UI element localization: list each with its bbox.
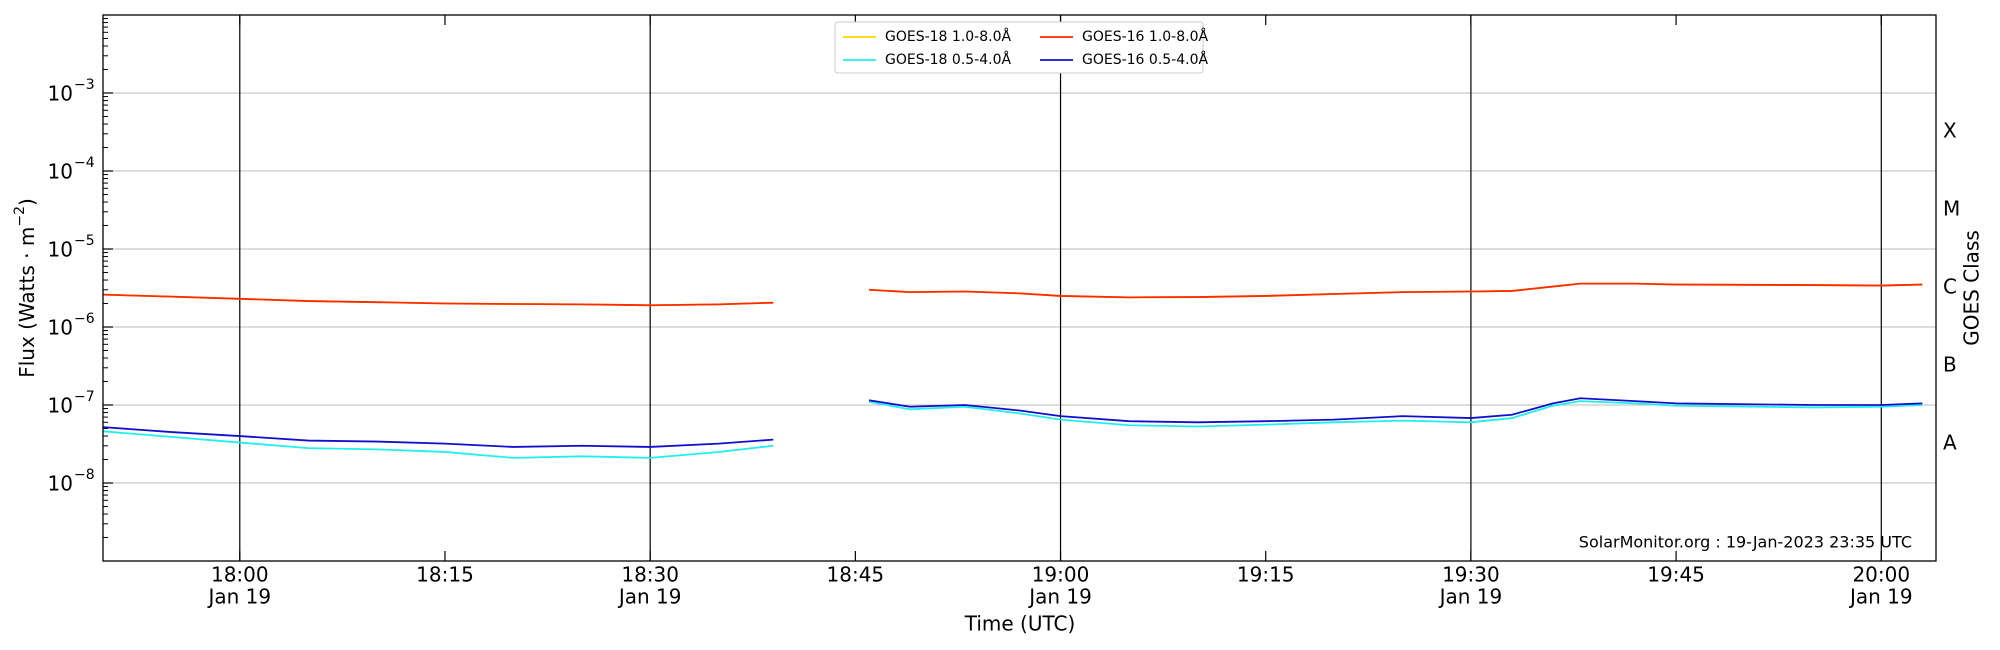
- x-tick-label: 19:30: [1442, 563, 1500, 587]
- plot-area: [103, 15, 1936, 561]
- x-tick-label: 18:30: [621, 563, 679, 587]
- y-tick-label: 10: [48, 316, 73, 340]
- x-tick-label: 19:15: [1237, 563, 1295, 587]
- x-tick-label: 19:00: [1032, 563, 1090, 587]
- series-line: [102, 400, 1923, 459]
- y-tick-exponent: −5: [74, 233, 95, 249]
- x-tick-label: 18:15: [416, 563, 474, 587]
- x-axis-title: Time (UTC): [964, 612, 1076, 636]
- legend-box: [834, 21, 1204, 74]
- x-tick-label: 20:00: [1852, 563, 1910, 587]
- legend-label: GOES-18 0.5-4.0Å: [885, 51, 1011, 68]
- x-tick-label: 19:45: [1647, 563, 1705, 587]
- y-axis-title-exponent: −2: [12, 206, 28, 227]
- x-tick-date: Jan 19: [1027, 585, 1092, 609]
- y-axis-title-text: Flux (Watts · m: [15, 227, 39, 378]
- x-tick-label: 18:00: [211, 563, 269, 587]
- legend-label: GOES-16 0.5-4.0Å: [1082, 51, 1208, 68]
- y-tick-exponent: −4: [74, 155, 95, 171]
- y2-tick-label: C: [1943, 275, 1957, 299]
- x-tick-date: Jan 19: [1848, 585, 1913, 609]
- series-line: [102, 282, 1923, 307]
- y-axis-title-end: ): [15, 198, 39, 206]
- annotation: SolarMonitor.org : 19-Jan-2023 23:35 UTC: [1579, 533, 1912, 552]
- y-tick-label: 10: [48, 82, 73, 106]
- y-tick-exponent: −8: [74, 467, 95, 483]
- y-tick-label: 10: [48, 238, 73, 262]
- y2-tick-label: X: [1943, 119, 1957, 143]
- x-tick-date: Jan 19: [206, 585, 271, 609]
- y2-tick-label: A: [1943, 431, 1957, 455]
- y-tick-label: 10: [48, 160, 73, 184]
- y-tick-exponent: −3: [74, 77, 95, 93]
- y2-tick-label: B: [1943, 353, 1957, 377]
- y-tick-exponent: −7: [74, 389, 95, 405]
- y-tick-label: 10: [48, 394, 73, 418]
- series-line: [102, 397, 1923, 448]
- x-tick-date: Jan 19: [1438, 585, 1503, 609]
- y-tick-label: 10: [48, 472, 73, 496]
- x-tick-label: 18:45: [827, 563, 885, 587]
- y2-tick-label: M: [1943, 197, 1960, 221]
- x-tick-date: Jan 19: [617, 585, 682, 609]
- y2-axis-title: GOES Class: [1960, 230, 1984, 346]
- legend-label: GOES-16 1.0-8.0Å: [1082, 28, 1208, 45]
- plot-frame: [102, 14, 1937, 562]
- legend-label: GOES-18 1.0-8.0Å: [885, 28, 1011, 45]
- y-axis-title: Flux (Watts · m−2): [12, 198, 39, 378]
- y-tick-exponent: −6: [74, 311, 95, 327]
